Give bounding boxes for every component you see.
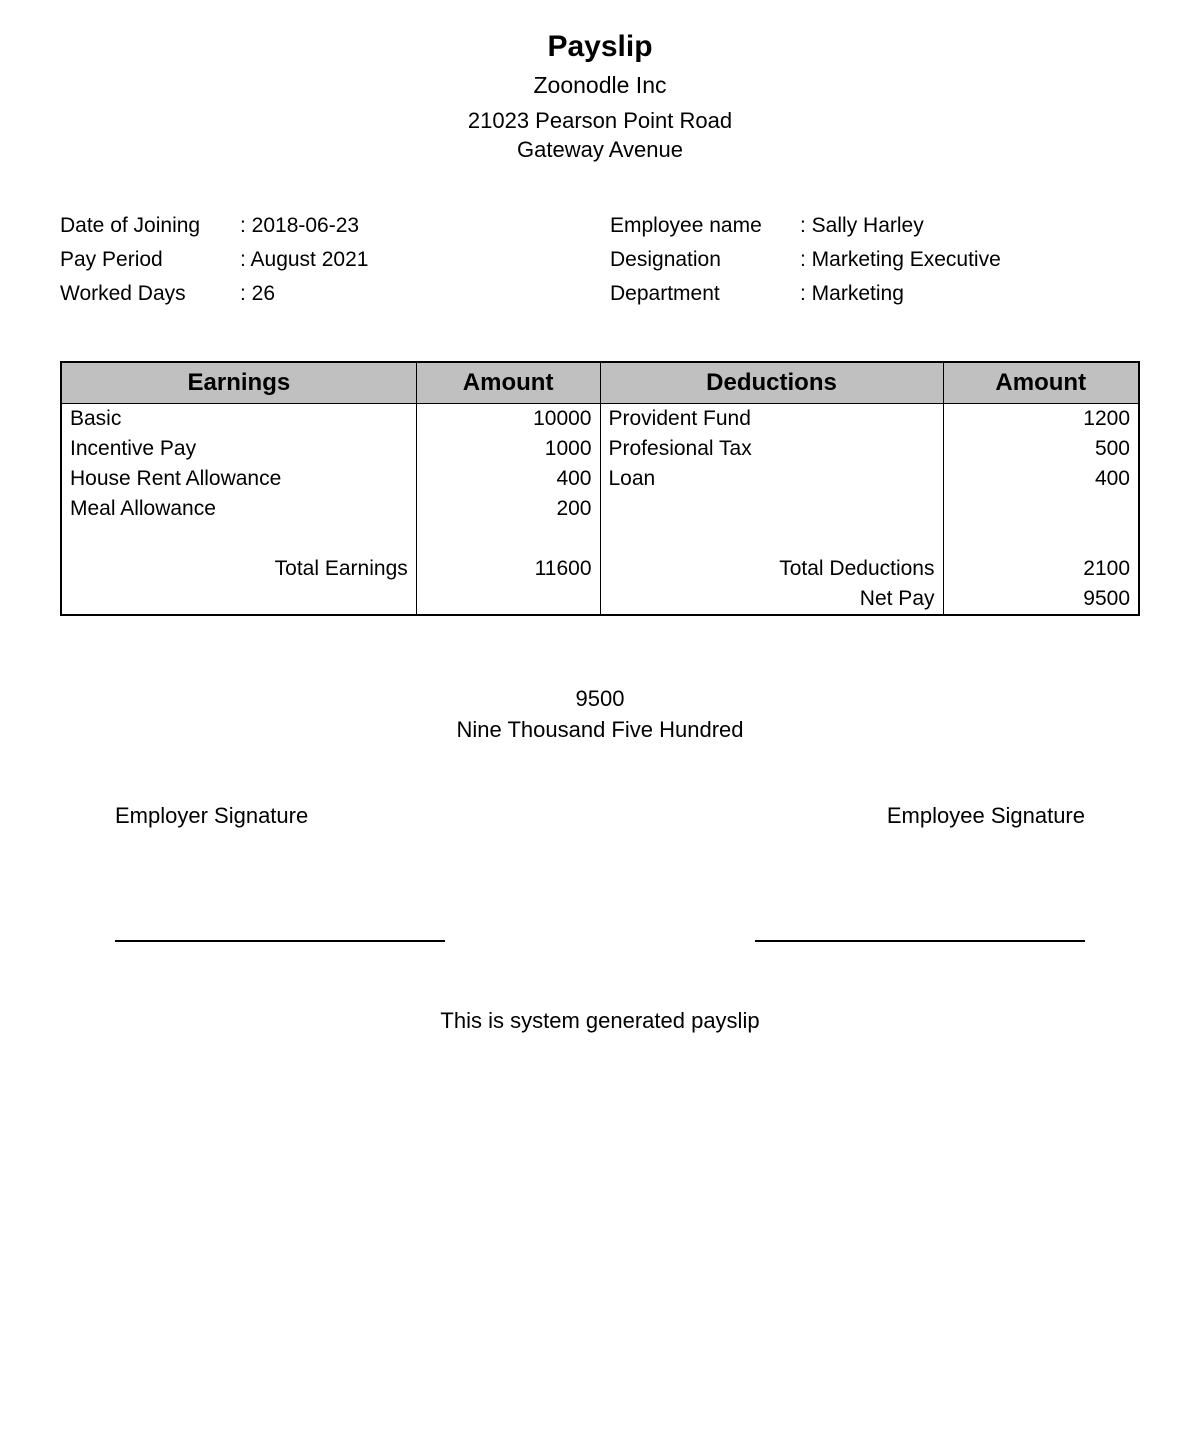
total-deductions-label: Total Deductions xyxy=(600,554,943,584)
info-right-column: Employee name Sally Harley Designation M… xyxy=(600,214,1140,306)
total-earnings-amount: 11600 xyxy=(416,554,600,584)
pay-period-label: Pay Period xyxy=(60,248,240,272)
totals-row: Total Earnings 11600 Total Deductions 21… xyxy=(61,554,1139,584)
table-row: Basic 10000 Provident Fund 1200 xyxy=(61,404,1139,435)
footer-note: This is system generated payslip xyxy=(60,1008,1140,1034)
deduction-label: Loan xyxy=(600,464,943,494)
employer-signature-label: Employer Signature xyxy=(115,803,600,829)
total-deductions-amount: 2100 xyxy=(943,554,1139,584)
earnings-amount-header: Amount xyxy=(416,362,600,404)
net-summary: 9500 Nine Thousand Five Hundred xyxy=(60,686,1140,743)
deduction-label: Provident Fund xyxy=(600,404,943,435)
earning-amount: 1000 xyxy=(416,434,600,464)
earning-label: Incentive Pay xyxy=(61,434,416,464)
table-header-row: Earnings Amount Deductions Amount xyxy=(61,362,1139,404)
worked-days-value: 26 xyxy=(240,282,600,306)
netpay-label: Net Pay xyxy=(600,584,943,615)
earning-label: Basic xyxy=(61,404,416,435)
deductions-amount-header: Amount xyxy=(943,362,1139,404)
deduction-amount: 1200 xyxy=(943,404,1139,435)
spacer-row xyxy=(61,524,1139,554)
employer-signature-block: Employer Signature xyxy=(60,803,600,948)
employee-info: Date of Joining 2018-06-23 Pay Period Au… xyxy=(60,214,1140,306)
deduction-amount xyxy=(943,494,1139,524)
table-row: House Rent Allowance 400 Loan 400 xyxy=(61,464,1139,494)
employee-name-label: Employee name xyxy=(610,214,800,238)
pay-period-value: August 2021 xyxy=(240,248,600,272)
netpay-row: Net Pay 9500 xyxy=(61,584,1139,615)
document-header: Payslip Zoonodle Inc 21023 Pearson Point… xyxy=(60,30,1140,164)
designation-value: Marketing Executive xyxy=(800,248,1140,272)
department-label: Department xyxy=(610,282,800,306)
date-of-joining-label: Date of Joining xyxy=(60,214,240,238)
earning-amount: 400 xyxy=(416,464,600,494)
employee-signature-line xyxy=(755,940,1085,942)
company-name: Zoonodle Inc xyxy=(60,72,1140,99)
pay-table: Earnings Amount Deductions Amount Basic … xyxy=(60,361,1140,616)
netpay-amount: 9500 xyxy=(943,584,1139,615)
earning-label: Meal Allowance xyxy=(61,494,416,524)
department-value: Marketing xyxy=(800,282,1140,306)
company-address: 21023 Pearson Point Road Gateway Avenue xyxy=(60,107,1140,164)
info-left-column: Date of Joining 2018-06-23 Pay Period Au… xyxy=(60,214,600,306)
deduction-amount: 400 xyxy=(943,464,1139,494)
table-row: Meal Allowance 200 xyxy=(61,494,1139,524)
doc-title: Payslip xyxy=(60,30,1140,64)
earning-label: House Rent Allowance xyxy=(61,464,416,494)
deduction-amount: 500 xyxy=(943,434,1139,464)
date-of-joining-value: 2018-06-23 xyxy=(240,214,600,238)
employer-signature-line xyxy=(115,940,445,942)
earning-amount: 10000 xyxy=(416,404,600,435)
worked-days-label: Worked Days xyxy=(60,282,240,306)
earnings-header: Earnings xyxy=(61,362,416,404)
earning-amount: 200 xyxy=(416,494,600,524)
deduction-label xyxy=(600,494,943,524)
deduction-label: Profesional Tax xyxy=(600,434,943,464)
address-line1: 21023 Pearson Point Road xyxy=(60,107,1140,136)
employee-name-value: Sally Harley xyxy=(800,214,1140,238)
net-amount-numeric: 9500 xyxy=(60,686,1140,712)
deductions-header: Deductions xyxy=(600,362,943,404)
table-row: Incentive Pay 1000 Profesional Tax 500 xyxy=(61,434,1139,464)
total-earnings-label: Total Earnings xyxy=(61,554,416,584)
net-amount-words: Nine Thousand Five Hundred xyxy=(60,717,1140,743)
designation-label: Designation xyxy=(610,248,800,272)
employee-signature-label: Employee Signature xyxy=(600,803,1085,829)
address-line2: Gateway Avenue xyxy=(60,136,1140,165)
employee-signature-block: Employee Signature xyxy=(600,803,1140,948)
signatures-section: Employer Signature Employee Signature xyxy=(60,803,1140,948)
